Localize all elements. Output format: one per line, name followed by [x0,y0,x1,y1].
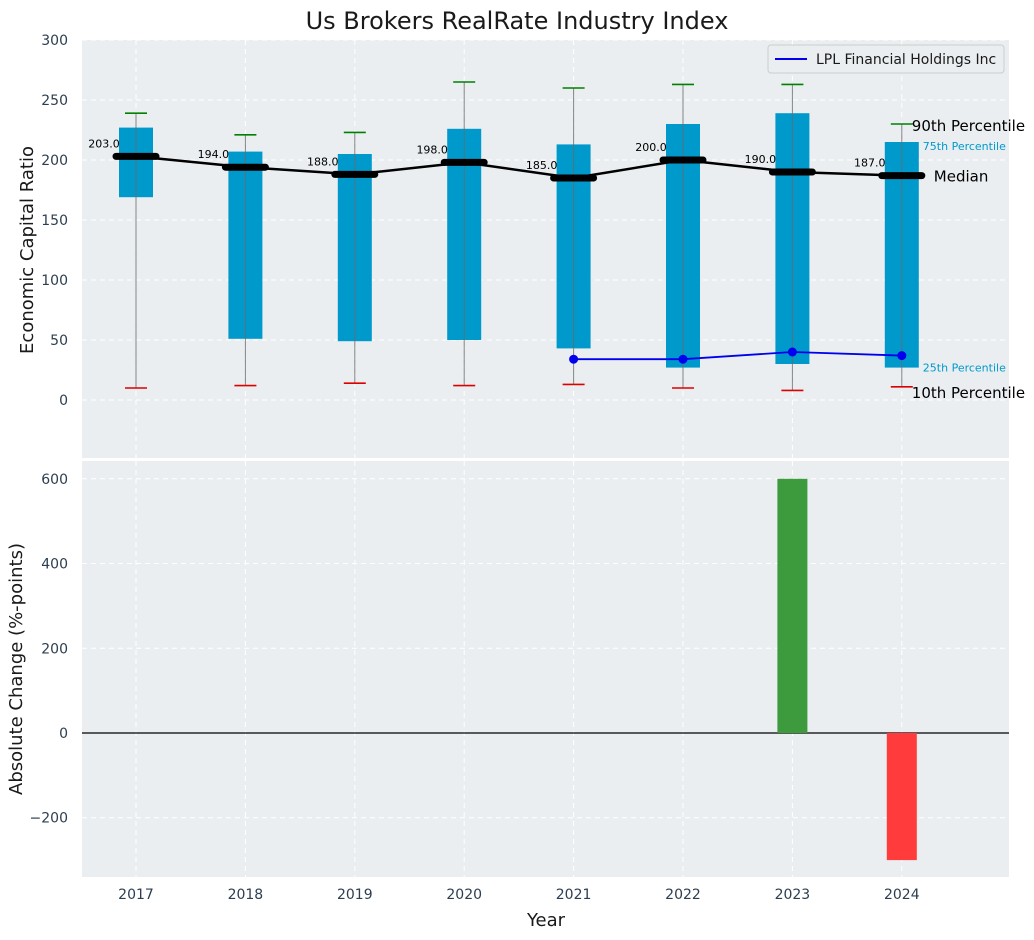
bottom-panel-background [82,461,1009,877]
top-y-tick-6: 300 [41,33,68,49]
p75-annotation: 75th Percentile [923,140,1006,153]
x-tick-2023: 2023 [775,887,811,903]
company-point-2022 [678,354,688,364]
x-tick-2018: 2018 [228,887,264,903]
bottom-panel-marks [82,478,1009,861]
p25-annotation: 25th Percentile [923,362,1006,375]
top-y-tick-5: 250 [41,93,68,109]
median-label-2024: 187.0 [854,157,886,170]
top-y-tick-3: 150 [41,213,68,229]
bottom-y-tick-1: 0 [59,726,68,742]
median-label-2023: 190.0 [745,153,777,166]
x-tick-2022: 2022 [665,887,701,903]
legend-company-label: LPL Financial Holdings Inc [816,52,996,68]
bottom-y-tick-2: 200 [41,641,68,657]
median-label-2019: 188.0 [307,155,339,168]
top-y-tick-0: 0 [59,393,68,409]
chart-title: Us Brokers RealRate Industry Index [306,7,729,35]
top-y-tick-4: 200 [41,153,68,169]
company-point-2021 [569,354,579,364]
top-y-tick-labels: 0 50 100 150 200 250 300 [41,33,68,409]
x-tick-2024: 2024 [884,887,920,903]
bottom-y-tick-3: 400 [41,557,68,573]
company-line [573,351,902,361]
x-tick-2019: 2019 [337,887,373,903]
legend: LPL Financial Holdings Inc [767,44,1005,74]
x-tick-2021: 2021 [556,887,592,903]
top-panel-background [82,40,1009,458]
median-label-2022: 200.0 [635,141,667,154]
median-label-2021: 185.0 [526,159,558,172]
bottom-y-tick-labels: −200 0 200 400 600 [30,472,68,827]
top-y-tick-1: 50 [50,333,68,349]
x-tick-2017: 2017 [118,887,154,903]
bottom-y-tick-4: 600 [41,472,68,488]
change-bar-2024 [886,733,917,861]
company-point-2023 [787,347,797,357]
top-y-axis-label: Economic Capital Ratio [17,146,38,354]
top-panel-marks: 203.0 194.0 188.0 198.0 185.0 200.0 190.0 187.0… [88,81,1025,402]
bottom-y-axis-label: Absolute Change (%-points) [6,543,27,795]
p10-annotation: 10th Percentile [912,384,1025,402]
bottom-y-tick-0: −200 [30,811,68,827]
company-point-2024 [897,351,907,361]
x-tick-labels: 2017 2018 2019 2020 2021 2022 2023 2024 [118,887,920,903]
median-label-2018: 194.0 [198,148,230,161]
change-bar-2023 [777,478,808,733]
p90-annotation: 90th Percentile [912,117,1025,135]
x-axis-label: Year [526,910,566,931]
top-y-tick-2: 100 [41,273,68,289]
median-label-2017: 203.0 [88,137,120,150]
legend-box [767,44,1005,74]
median-annotation: Median [934,168,989,186]
x-tick-2020: 2020 [446,887,482,903]
bottom-panel-grid [82,461,1009,877]
median-label-2020: 198.0 [416,143,448,156]
